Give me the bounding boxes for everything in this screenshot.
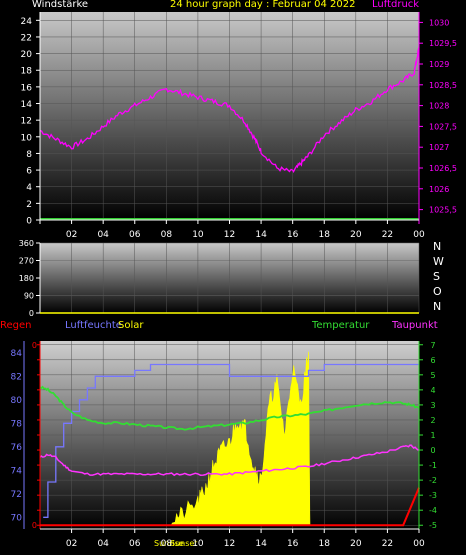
x-tick-label: 12 bbox=[224, 539, 235, 549]
rain-line bbox=[40, 487, 420, 527]
y-temp-tick-label: 7 bbox=[430, 341, 435, 350]
direction-o: O bbox=[433, 285, 442, 298]
humidity-line bbox=[43, 363, 419, 518]
direction-n-top: N bbox=[433, 240, 442, 253]
y-tick-label: 270 bbox=[19, 257, 34, 266]
x-tick-label: 18 bbox=[319, 230, 331, 240]
x-tick-label: 04 bbox=[97, 230, 109, 240]
x-tick-label: 02 bbox=[66, 230, 77, 240]
header-left-label: Windstärke bbox=[32, 0, 89, 10]
pressure-line bbox=[39, 47, 420, 174]
y-right-tick-label: 1028,5 bbox=[429, 81, 457, 90]
x-tick-label: 22 bbox=[382, 539, 393, 549]
x-tick-label: 20 bbox=[350, 230, 362, 240]
y-temp-tick-label: 5 bbox=[430, 371, 435, 380]
y-right-tick-label: 1030 bbox=[429, 18, 449, 27]
y-left-tick-label: 12 bbox=[21, 117, 32, 127]
y-temp-tick-label: 2 bbox=[430, 416, 435, 425]
x-tick-label: 20 bbox=[350, 539, 362, 549]
y-tick-label: 360 bbox=[19, 239, 34, 248]
solar-label: Solar bbox=[118, 320, 144, 331]
x-tick-label: 18 bbox=[319, 539, 331, 549]
luftfeuchte-label: Luftfeuchte bbox=[65, 320, 122, 331]
y-humidity-tick-label: 80 bbox=[11, 396, 23, 406]
y-left-tick-label: 20 bbox=[21, 50, 33, 60]
x-tick-label: 02 bbox=[66, 539, 77, 549]
x-tick-label: 08 bbox=[161, 230, 173, 240]
temperatur-label: Temperatur bbox=[312, 320, 370, 331]
y-left-tick-label: 0 bbox=[26, 217, 32, 227]
y-humidity-tick-label: 82 bbox=[11, 372, 22, 382]
y-humidity-tick-label: 70 bbox=[11, 513, 23, 523]
y-left-tick-label: 24 bbox=[21, 17, 33, 27]
header-right-label: Luftdruck bbox=[372, 0, 420, 10]
y-right-tick-label: 1028 bbox=[429, 102, 449, 111]
y-tick-label: 0 bbox=[29, 309, 34, 318]
x-tick-label: 14 bbox=[255, 539, 267, 549]
y-left-tick-label: 8 bbox=[26, 150, 32, 160]
y-left-tick-label: 22 bbox=[21, 33, 32, 43]
regen-label: Regen bbox=[0, 320, 32, 331]
x-tick-label: 14 bbox=[255, 230, 267, 240]
y-left-tick-label: 16 bbox=[21, 83, 33, 93]
sunset-label: Sunset bbox=[170, 539, 198, 548]
x-tick-label: 08 bbox=[161, 539, 173, 549]
y-left-tick-label: 6 bbox=[26, 167, 32, 177]
y-temp-tick-label: -1 bbox=[429, 461, 437, 470]
direction-w: W bbox=[433, 255, 444, 268]
y-temp-tick-label: -5 bbox=[429, 521, 437, 530]
y-left-tick-label: 14 bbox=[21, 100, 33, 110]
x-tick-label: 00 bbox=[413, 230, 425, 240]
x-tick-label: 16 bbox=[287, 230, 299, 240]
y-right-tick-label: 1027 bbox=[429, 143, 449, 152]
y-temp-tick-label: -3 bbox=[429, 491, 437, 500]
temperature-line bbox=[39, 385, 420, 431]
y-temp-tick-label: 0 bbox=[430, 446, 435, 455]
y-temp-tick-label: 4 bbox=[430, 386, 435, 395]
x-tick-label: 04 bbox=[97, 539, 109, 549]
y-temp-tick-label: 6 bbox=[430, 356, 435, 365]
y-right-tick-label: 1026,5 bbox=[429, 164, 457, 173]
x-tick-label: 12 bbox=[224, 230, 235, 240]
y-temp-tick-label: -4 bbox=[429, 506, 437, 515]
y-left-tick-label: 10 bbox=[21, 133, 33, 143]
y-left-tick-label: 18 bbox=[21, 67, 33, 77]
sunrise-label: Sunrise bbox=[154, 539, 184, 548]
x-tick-label: 16 bbox=[287, 539, 299, 549]
y-humidity-tick-label: 78 bbox=[11, 419, 23, 429]
taupunkt-label: Taupunkt bbox=[392, 320, 438, 331]
y-left-tick-label: 2 bbox=[26, 200, 32, 210]
x-tick-label: 22 bbox=[382, 230, 393, 240]
y-tick-label: 180 bbox=[19, 274, 34, 283]
rain-top-label: 0 bbox=[32, 341, 37, 350]
chart-title: 24 hour graph day : Februar 04 2022 bbox=[170, 0, 356, 10]
y-humidity-tick-label: 84 bbox=[11, 349, 23, 359]
y-right-tick-label: 1029,5 bbox=[429, 39, 457, 48]
y-right-tick-label: 1026 bbox=[429, 185, 449, 194]
direction-s: S bbox=[433, 270, 440, 283]
x-tick-label: 00 bbox=[413, 539, 425, 549]
y-temp-tick-label: 3 bbox=[430, 401, 435, 410]
y-humidity-tick-label: 76 bbox=[11, 443, 23, 453]
y-right-tick-label: 1029 bbox=[429, 60, 449, 69]
y-tick-label: 90 bbox=[24, 292, 34, 301]
x-tick-label: 10 bbox=[192, 230, 204, 240]
rain-zero-label: 0 bbox=[32, 521, 37, 530]
direction-n-bottom: N bbox=[433, 300, 442, 313]
solar-area bbox=[170, 351, 311, 526]
y-left-tick-label: 4 bbox=[26, 183, 32, 193]
dewpoint-line bbox=[39, 444, 420, 477]
y-right-tick-label: 1025,5 bbox=[429, 206, 457, 215]
x-tick-label: 06 bbox=[129, 539, 141, 549]
y-right-tick-label: 1027,5 bbox=[429, 122, 457, 131]
x-tick-label: 10 bbox=[192, 539, 204, 549]
x-tick-label: 06 bbox=[129, 230, 141, 240]
y-temp-tick-label: 1 bbox=[430, 431, 435, 440]
y-humidity-tick-label: 74 bbox=[11, 466, 23, 476]
y-temp-tick-label: -2 bbox=[429, 476, 437, 485]
y-humidity-tick-label: 72 bbox=[11, 490, 22, 500]
